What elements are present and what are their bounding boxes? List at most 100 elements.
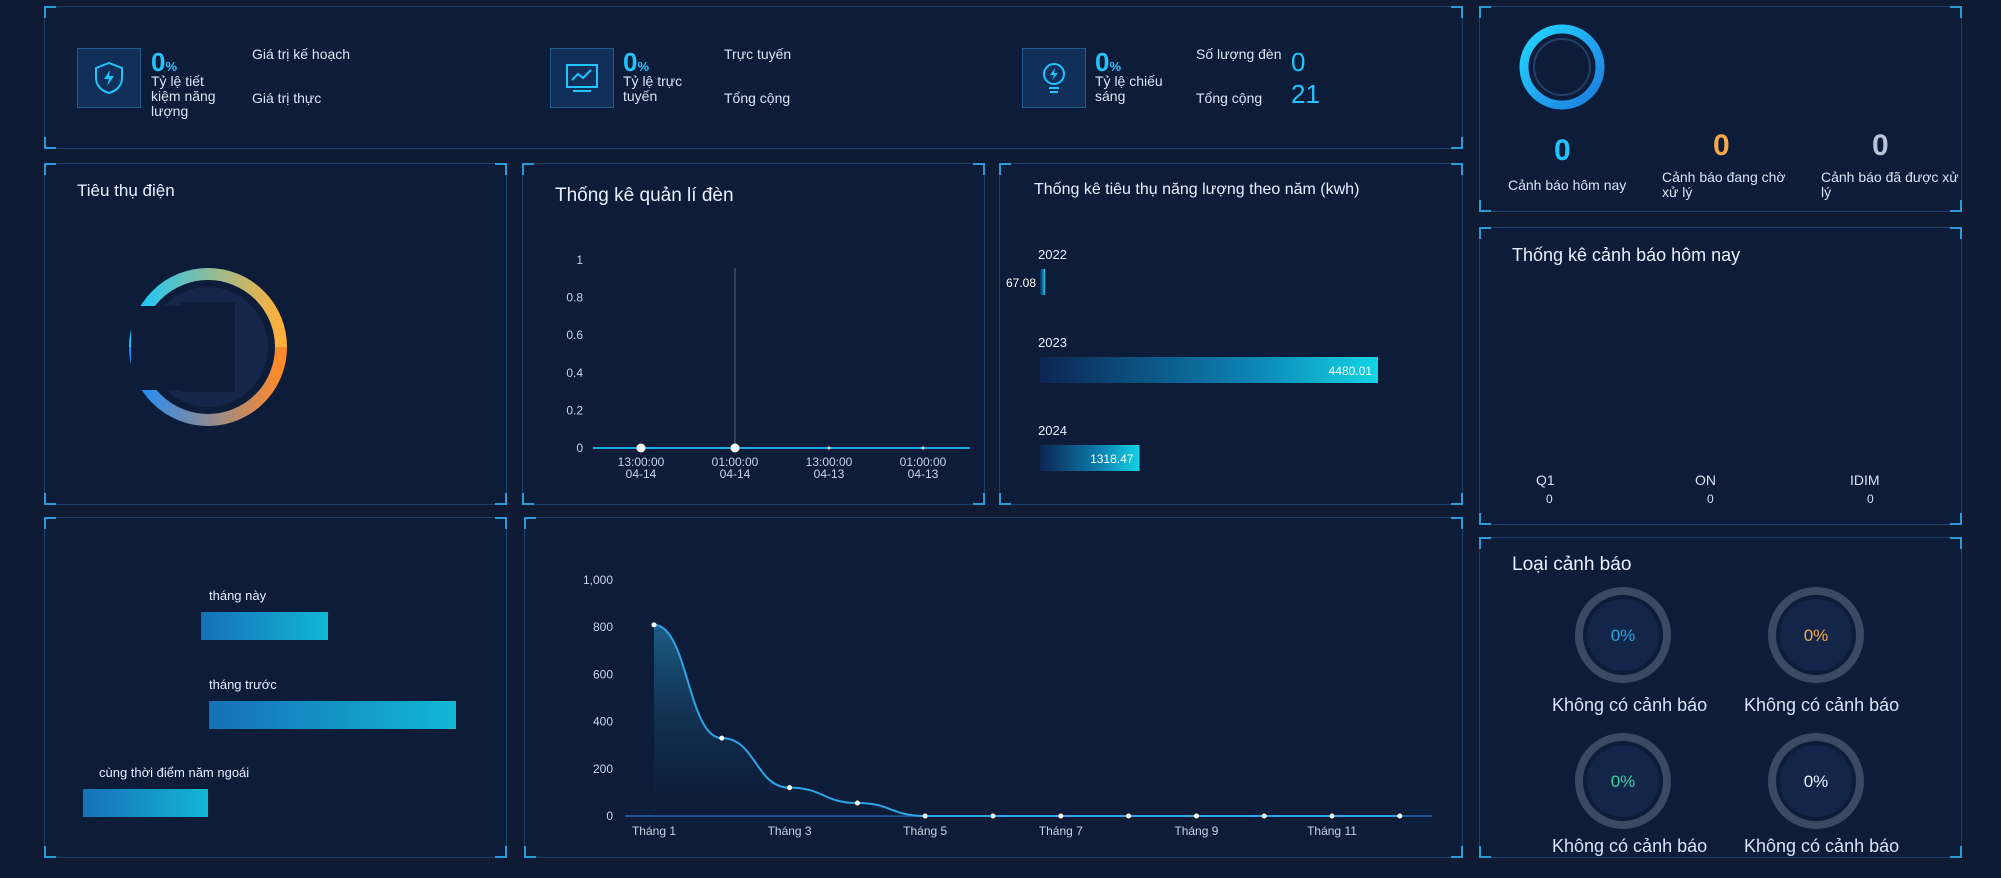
today-alarm-panel: Thống kê cảnh báo hôm nay Q1 0 ON 0 IDIM…	[1479, 227, 1962, 525]
gauge-ring-icon	[1768, 587, 1864, 683]
x-tick-time: 13:00:00	[806, 455, 853, 469]
compare-bar	[201, 612, 328, 640]
lamp-management-title: Thống kê quản lí đèn	[555, 185, 734, 206]
y-tick-label: 0.8	[566, 291, 583, 305]
yearly-energy-title: Thống kê tiêu thụ năng lượng theo năm (k…	[1034, 181, 1360, 198]
alarm-type-2-pct: 0%	[1803, 626, 1829, 645]
data-point	[921, 446, 925, 450]
data-point	[787, 785, 793, 791]
lamp-line-chart: 10.80.60.40.2013:00:0004-1401:00:0004-14…	[566, 253, 970, 481]
y-tick-label: 800	[593, 620, 613, 634]
x-tick-label: Tháng 5	[903, 824, 947, 838]
year-bar	[1040, 357, 1378, 383]
online-label: Trực tuyến	[724, 46, 792, 62]
x-tick-time: 01:00:00	[900, 455, 947, 469]
year-bar-value: 4480.01	[1329, 364, 1373, 378]
top-stats-panel: 0% Tỷ lệ tiết kiệm năng lượng Giá trị kế…	[44, 6, 1463, 149]
alarm-type-gauge-4: 0%	[1767, 732, 1865, 830]
year-bar	[1040, 269, 1046, 295]
alarm-summary-panel: 0 Cảnh báo hôm nay 0 Cảnh báo đang chờ x…	[1479, 6, 1962, 212]
today-alarm-title: Thống kê cảnh báo hôm nay	[1512, 245, 1741, 265]
alarm-pending-count: 0	[1713, 129, 1730, 162]
y-tick-label: 1,000	[583, 573, 613, 587]
lamp-management-panel: Thống kê quản lí đèn 1 0.8 0.6 0.4 0.2 0 13:00…	[522, 163, 985, 505]
power-donut-chart	[129, 268, 287, 426]
compare-bar	[209, 701, 456, 729]
alarm-type-1-pct: 0%	[1610, 626, 1636, 645]
y-tick-label: 0	[606, 809, 613, 823]
year-bar-value: 67.08	[1006, 276, 1036, 290]
x-tick-date: 04-13	[908, 467, 939, 481]
y-tick-label: 1	[576, 253, 583, 267]
data-point	[730, 443, 740, 453]
gauge-ring-icon	[1575, 587, 1671, 683]
y-tick-label: 0.2	[566, 403, 583, 417]
y-tick-label: 0.4	[566, 366, 583, 380]
actual-value-label: Giá trị thực	[252, 90, 322, 106]
data-point	[990, 813, 996, 819]
alarm-cat-q1: Q1	[1536, 472, 1555, 488]
alarm-type-4-label: Không có cảnh báo	[1744, 836, 1900, 856]
data-point	[651, 622, 657, 628]
x-tick-label: Tháng 3	[768, 824, 812, 838]
online-total-label: Tổng cộng	[724, 90, 791, 106]
power-legend-mask	[131, 306, 183, 390]
data-point	[854, 800, 860, 806]
alarm-type-gauge-3: 0%	[1574, 732, 1672, 830]
alarm-ring-icon	[1519, 24, 1605, 110]
y-tick-label: 0	[576, 441, 583, 455]
year-label: 2022	[1038, 247, 1067, 262]
data-point	[1058, 813, 1064, 819]
power-consumption-panel: Tiêu thụ điện	[44, 163, 507, 505]
data-point	[1261, 813, 1267, 819]
monthly-consumption-panel: 1,000 800 600 400 200 0 Tháng 1 Tháng 3 Tháng 5 T…	[524, 517, 1463, 858]
alarm-handled-label: Cảnh báo đã được xử lý	[1821, 169, 1959, 200]
online-rate-label: Tỷ lệ trực tuyến	[623, 73, 683, 104]
alarm-cat-on-value: 0	[1707, 492, 1714, 506]
data-point	[636, 443, 646, 453]
alarm-type-1-label: Không có cảnh báo	[1552, 695, 1708, 715]
alarm-type-gauge-1: 0%	[1574, 586, 1672, 684]
x-tick-date: 04-13	[814, 467, 845, 481]
plan-value-label: Giá trị kế hoạch	[252, 46, 351, 62]
data-point	[922, 813, 928, 819]
yearly-energy-panel: Thống kê tiêu thụ năng lượng theo năm (k…	[999, 163, 1463, 505]
alarm-handled-count: 0	[1872, 129, 1889, 162]
energy-saving-label: Tỷ lệ tiết kiệm năng lượng	[151, 73, 216, 119]
month-comparison-bar-chart: tháng này tháng trước cùng thời điểm năm n…	[83, 588, 456, 817]
power-consumption-title: Tiêu thụ điện	[77, 181, 175, 200]
year-label: 2024	[1038, 423, 1067, 438]
lighting-percent: 0%	[1095, 47, 1122, 77]
data-point	[1329, 813, 1335, 819]
lamp-count-label: Số lượng đèn	[1196, 46, 1282, 62]
compare-label: tháng này	[209, 588, 267, 603]
y-tick-label: 0.6	[566, 328, 583, 342]
lighting-rate-label: Tỷ lệ chiếu sáng	[1095, 73, 1163, 104]
area-fill	[654, 624, 1400, 816]
y-tick-label: 200	[593, 762, 613, 776]
alarm-type-title: Loại cảnh báo	[1512, 554, 1632, 575]
x-tick-date: 04-14	[626, 467, 657, 481]
x-tick-label: Tháng 7	[1039, 824, 1083, 838]
data-point	[1397, 813, 1403, 819]
x-tick-label: Tháng 1	[632, 824, 676, 838]
alarm-today-label: Cảnh báo hôm nay	[1508, 177, 1627, 193]
x-tick-label: Tháng 9	[1174, 824, 1218, 838]
x-tick-time: 13:00:00	[618, 455, 665, 469]
alarm-cat-on: ON	[1695, 472, 1716, 488]
x-tick-date: 04-14	[720, 467, 751, 481]
data-point	[1126, 813, 1132, 819]
compare-bar	[83, 789, 208, 817]
alarm-cat-idim-value: 0	[1867, 492, 1874, 506]
data-point	[719, 735, 725, 741]
alarm-type-3-label: Không có cảnh báo	[1552, 836, 1708, 856]
lamp-count-value: 0	[1291, 47, 1306, 77]
x-tick-label: Tháng 11	[1307, 824, 1357, 838]
alarm-type-panel: Loại cảnh báo 0% Không có cảnh báo 0% Kh…	[1479, 537, 1962, 858]
energy-shield-icon	[77, 48, 141, 108]
alarm-type-3-pct: 0%	[1610, 772, 1636, 791]
gauge-ring-icon	[1575, 733, 1671, 829]
alarm-cat-q1-value: 0	[1546, 492, 1553, 506]
alarm-type-4-pct: 0%	[1803, 772, 1829, 791]
